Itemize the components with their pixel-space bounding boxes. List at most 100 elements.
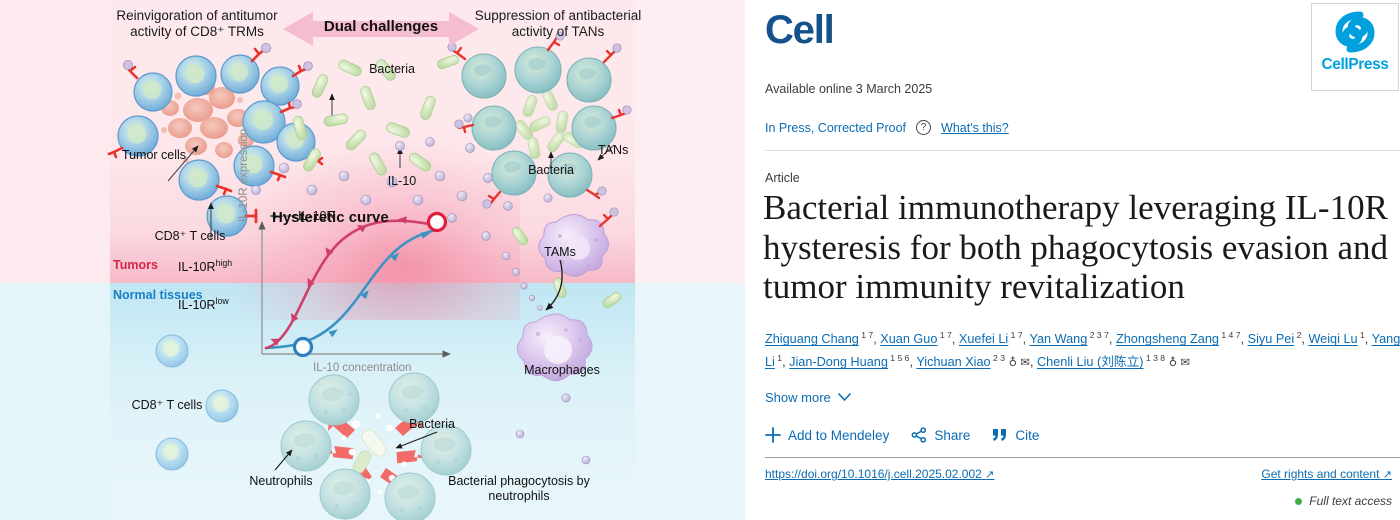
doi-link[interactable]: https://doi.org/10.1016/j.cell.2025.02.0… [765, 467, 995, 481]
author-entry[interactable]: Yichuan Xiao 2 3 ♁ ✉ [916, 353, 1030, 370]
author-name[interactable]: Yichuan Xiao [916, 355, 991, 370]
author-entry[interactable]: Xuefei Li 1 7 [958, 330, 1023, 347]
author-separator: , [1108, 332, 1116, 347]
share-button[interactable]: Share [911, 427, 970, 443]
normal-band-label: Normal tissues [113, 288, 203, 302]
chart-title: Hysteretic curve [272, 209, 389, 226]
help-icon[interactable]: ? [916, 120, 932, 135]
author-email-icon[interactable]: ✉ [1017, 357, 1030, 370]
il10r-receptor-cell [206, 195, 258, 237]
article-actions: Add to Mendeley Share Cite [765, 427, 1039, 443]
il10-molecules [251, 113, 591, 465]
macrophages-label: Macrophages [524, 363, 600, 377]
author-affiliation-sup: 1 4 7 [1218, 330, 1241, 340]
chart-y-axis-label: IL-10R expression [238, 128, 250, 222]
author-email-icon[interactable]: ✉ [1177, 357, 1191, 370]
author-name[interactable]: Chenli Liu (刘陈立) [1037, 355, 1144, 370]
bacteria-tans-label: Bacteria [528, 163, 574, 177]
neutrophil-phagocytosis [274, 372, 472, 520]
get-rights-link[interactable]: Get rights and content ↗ [1261, 467, 1392, 481]
left-gutter-top [0, 0, 110, 283]
tumor-cells-pointer [167, 145, 199, 182]
header-right-label: Suppression of antibacterial activity of… [474, 8, 642, 39]
author-entry[interactable]: Yan Wang 2 3 7 [1029, 330, 1108, 347]
cite-label: Cite [1015, 427, 1040, 443]
author-list: Zhiguang Chang 1 7, Xuan Guo 1 7, Xuefei… [765, 328, 1400, 374]
abstract-artwork [107, 31, 632, 520]
whats-this-link[interactable]: What's this? [941, 120, 1009, 135]
author-affiliation-sup: 1 7 [937, 330, 952, 340]
footer-divider [765, 457, 1400, 458]
author-entry[interactable]: Zhongsheng Zang 1 4 7 [1115, 330, 1241, 347]
author-affiliation-sup: 1 7 [858, 330, 874, 340]
low-state-marker [292, 336, 314, 358]
il10-label: IL-10 [387, 174, 417, 188]
left-gutter-bottom [0, 283, 110, 520]
author-name[interactable]: Zhiguang Chang [765, 332, 859, 347]
cd8-t-cells-bottom-label: CD8⁺ T cells [131, 398, 203, 412]
chevron-down-icon [837, 393, 851, 402]
il10r-high-label: IL-10Rhigh [178, 258, 233, 275]
author-entry[interactable]: Chenli Liu (刘陈立) 1 3 8 ♁ ✉ [1037, 353, 1191, 370]
tans-label: TANs [598, 143, 629, 157]
cite-button[interactable]: Cite [992, 428, 1039, 443]
show-more-button[interactable]: Show more [765, 390, 851, 405]
tams-label: TAMs [544, 245, 576, 259]
author-name[interactable]: Weiqi Lu [1308, 332, 1358, 347]
author-affiliation-sup: 2 3 [990, 353, 1006, 364]
page-title: Bacterial immunotherapy leveraging IL-10… [763, 188, 1389, 307]
author-separator: , [1364, 332, 1372, 347]
il10r-low-label: IL-10Rlow [178, 296, 229, 313]
bacteria-top-label: Bacteria [369, 62, 415, 76]
author-profile-icon[interactable]: ♁ [1005, 355, 1018, 370]
header-divider [765, 150, 1400, 151]
phagocytosis-label: Bacterial phagocytosis by neutrophils [448, 474, 590, 503]
author-affiliation-sup: 1 7 [1008, 330, 1023, 340]
bacteria-rods [292, 54, 622, 309]
author-entry[interactable]: Weiqi Lu 1 [1308, 330, 1364, 347]
author-separator: , [951, 332, 959, 347]
author-entry[interactable]: Xuan Guo 1 7 [880, 330, 952, 347]
share-icon [911, 427, 927, 443]
available-online-date: Available online 3 March 2025 [765, 82, 933, 96]
author-profile-icon[interactable]: ♁ [1165, 355, 1178, 370]
author-name[interactable]: Jian-Dong Huang [789, 355, 888, 370]
dual-challenges-arrow [283, 8, 479, 50]
neutrophils-pointer [274, 449, 293, 471]
author-name[interactable]: Yan Wang [1029, 332, 1088, 347]
plus-icon [765, 427, 781, 443]
author-entry[interactable]: Jian-Dong Huang 1 5 6 [789, 353, 909, 370]
cellpress-wordmark: CellPress [1321, 56, 1389, 73]
author-name[interactable]: Zhongsheng Zang [1115, 332, 1219, 347]
author-entry[interactable]: Zhiguang Chang 1 7 [765, 330, 874, 347]
author-name[interactable]: Xuan Guo [880, 332, 938, 347]
cd8-t-cells-normal [155, 334, 239, 471]
tumor-cells-label: Tumor cells [121, 148, 187, 162]
lower-branch [264, 228, 438, 350]
tam-il10-arrow [545, 259, 563, 311]
author-affiliation-sup: 1 [774, 353, 783, 364]
author-name[interactable]: Xuefei Li [958, 332, 1009, 347]
graphical-abstract-figure[interactable]: Reinvigoration of antitumor activity of … [0, 0, 745, 520]
author-name[interactable]: Siyu Pei [1247, 332, 1295, 347]
author-affiliation-sup: 2 [1294, 330, 1302, 340]
cellpress-mark-icon [1335, 11, 1375, 53]
author-name[interactable]: Yang Li [765, 332, 1400, 370]
cell-journal-logo[interactable]: Cell [765, 8, 835, 52]
macrophage-cell [516, 313, 593, 382]
high-state-marker [426, 211, 448, 233]
cd8-t-cells-top-label: CD8⁺ T cells [154, 229, 226, 243]
article-type-kicker: Article [765, 171, 800, 185]
il10r-label: IL-10R [298, 209, 336, 223]
press-status-label[interactable]: In Press, Corrected Proof [765, 120, 907, 135]
right-gutter-bottom [635, 283, 745, 520]
tam-cell [538, 207, 619, 311]
author-entry[interactable]: Siyu Pei 2 [1247, 330, 1302, 347]
cellpress-logo[interactable]: CellPress [1311, 3, 1399, 91]
upper-branch-arrowheads [270, 216, 407, 346]
author-entry[interactable]: Yang Li 1 [765, 332, 1400, 369]
author-affiliation-sup: 1 3 8 [1143, 353, 1166, 364]
add-to-mendeley-button[interactable]: Add to Mendeley [765, 427, 889, 443]
add-to-mendeley-label: Add to Mendeley [788, 427, 890, 443]
